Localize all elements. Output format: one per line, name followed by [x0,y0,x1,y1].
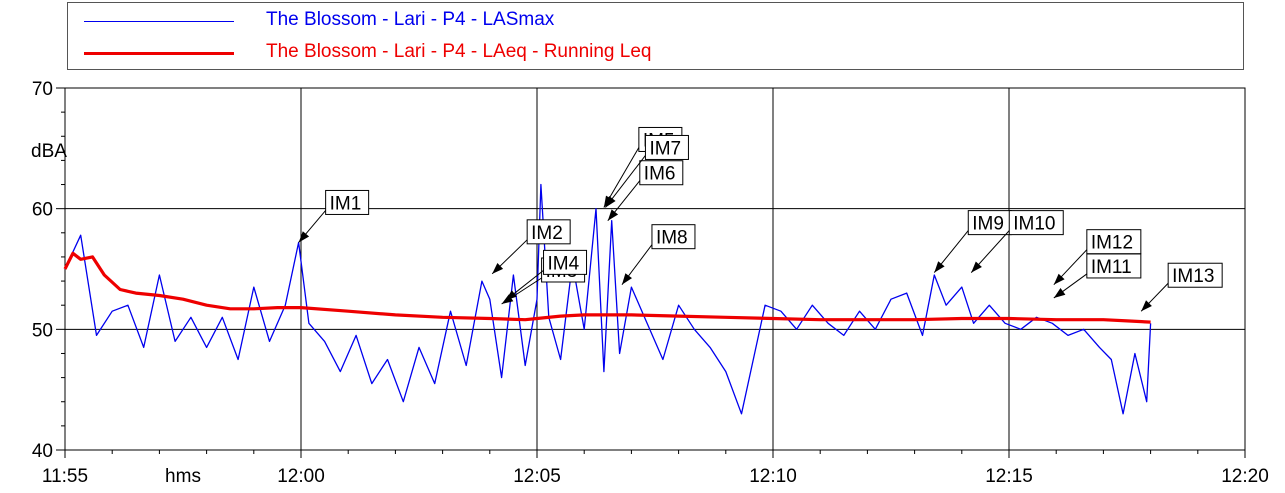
series-line-2 [63,251,1151,324]
marker-label: IM7 [649,138,681,159]
legend-label-series1: The Blossom - Lari - P4 - LASmax [266,9,555,30]
marker-label-box [1008,210,1064,236]
legend-label-series2: The Blossom - Lari - P4 - LAeq - Running… [266,41,652,62]
x-tick-label: 12:05 [513,466,561,487]
marker-label-box [651,224,696,250]
marker-arrow-head [1053,288,1066,298]
marker-label-box [1167,262,1223,288]
legend: The Blossom - Lari - P4 - LASmax The Blo… [67,2,1244,70]
marker-arrow-head [505,290,517,301]
y-tick-label: 70 [32,79,53,100]
marker-label: IM6 [644,164,676,185]
marker-label-box [526,219,571,245]
legend-swatch-series1 [84,21,234,22]
y-tick-label: 40 [32,441,53,462]
series-line-1 [64,183,1152,415]
legend-item-series2: The Blossom - Lari - P4 - LAeq - Running… [68,39,1243,67]
y-tick-label: 50 [32,320,53,341]
marker-label-box [543,249,588,275]
marker-label-box [1086,253,1142,279]
marker-label: IM9 [972,214,1004,235]
marker-arrow-head [298,231,310,243]
marker-label-box [644,134,689,160]
x-tick-label: 12:15 [985,466,1033,487]
marker-arrow-head [934,261,945,273]
marker-label: IM11 [1091,257,1132,278]
marker-label: IM12 [1091,233,1133,254]
marker-label-box [639,160,684,186]
marker-label: IM1 [330,193,362,214]
marker-label-box [1086,229,1142,255]
x-tick-label: 11:55 [42,466,88,487]
marker-label-box [967,210,1012,236]
marker-label-box [325,189,370,215]
x-axis-label: hms [165,466,201,487]
y-axis-label: dBA [31,141,67,162]
y-tick-label: 60 [32,200,53,221]
marker-arrow-head [621,273,632,285]
marker-arrow-head [492,263,504,274]
x-tick-label: 12:10 [749,466,797,487]
marker-arrow-head [607,209,619,221]
marker-label: IM10 [1013,214,1055,235]
marker-label: IM8 [656,228,688,249]
marker-label: IM2 [531,223,563,244]
marker-arrow-head [971,261,982,273]
x-tick-label: 12:00 [277,466,325,487]
x-tick-label: 12:20 [1221,466,1269,487]
marker-arrow-head [1141,300,1152,312]
marker-arrow-head [605,196,616,208]
marker-label: IM13 [1172,266,1214,287]
legend-item-series1: The Blossom - Lari - P4 - LASmax [68,7,1243,35]
marker-label: IM4 [548,253,580,274]
marker-arrow-head [1053,273,1065,285]
legend-swatch-series2 [84,52,234,55]
